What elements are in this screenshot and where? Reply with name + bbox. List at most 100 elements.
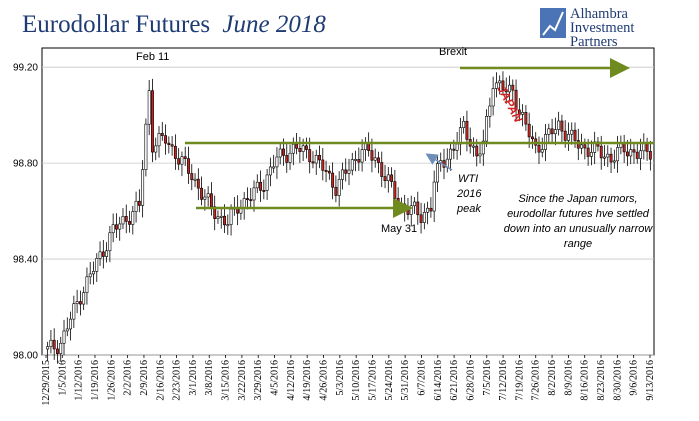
candle-body <box>88 273 92 278</box>
candle-body <box>324 170 328 172</box>
x-tick-label: 1/12/2016 <box>74 360 85 401</box>
x-tick-label: 2/23/2016 <box>172 360 183 401</box>
candle-body <box>265 174 269 191</box>
annotation-note: Since the Japan rumors, eurodollar futur… <box>504 193 654 250</box>
candle-body <box>52 339 56 350</box>
candle-body <box>268 166 272 176</box>
candle-body <box>101 251 105 257</box>
candle-body <box>488 105 492 117</box>
candle-body <box>383 176 387 181</box>
x-tick-label: 12/29/2015 <box>41 360 52 406</box>
candle-body <box>360 149 364 163</box>
candle-body <box>501 80 505 90</box>
candle-body <box>540 149 544 153</box>
candle-body <box>645 142 649 152</box>
x-tick-label: 1/26/2016 <box>106 360 117 401</box>
candle-body <box>121 216 125 225</box>
candle-body <box>563 130 567 141</box>
candle-body <box>573 129 577 141</box>
candle-body <box>475 145 479 157</box>
candle-body <box>219 215 223 218</box>
chart-title: Eurodollar Futures June 2018 <box>22 11 326 38</box>
annotation-brexit: Brexit <box>439 46 467 58</box>
candle-body <box>223 215 226 226</box>
candle-body <box>612 160 616 163</box>
candle-body <box>567 133 570 141</box>
candle-body <box>183 156 187 159</box>
x-axis: 12/29/2015 1/5/2016 1/12/2016 1/19/2016 1/26… <box>41 355 656 406</box>
candle-body <box>557 120 561 130</box>
candle-body <box>347 169 351 174</box>
annotation-wti-line3: peak <box>456 203 481 215</box>
candle-body <box>134 200 138 212</box>
candle-body <box>318 155 321 161</box>
candle-body <box>354 159 357 161</box>
x-tick-label: 7/5/2016 <box>482 360 493 396</box>
candle-body <box>246 198 249 201</box>
candle-body <box>416 201 420 216</box>
candle-body <box>435 163 439 183</box>
candle-body <box>187 158 190 174</box>
candle-body <box>82 292 86 305</box>
candle-body <box>196 178 200 189</box>
candle-body <box>622 142 626 153</box>
candle-body <box>341 169 344 180</box>
alhambra-logo: Alhambra Investment Partners <box>540 6 634 50</box>
candle-body <box>481 140 485 155</box>
candle-body <box>229 208 233 225</box>
x-tick-label: 8/23/2016 <box>596 360 607 401</box>
x-tick-label: 7/19/2016 <box>514 360 525 401</box>
candle-body <box>173 145 177 159</box>
x-tick-label: 8/30/2016 <box>612 360 623 401</box>
candle-body <box>632 149 636 153</box>
candle-body <box>331 172 335 188</box>
x-tick-label: 3/1/2016 <box>188 360 199 396</box>
candle-body <box>85 276 89 293</box>
candle-body <box>452 148 456 151</box>
x-tick-label: 1/19/2016 <box>90 360 101 401</box>
x-tick-label: 6/14/2016 <box>433 360 444 401</box>
candle-body <box>249 199 253 202</box>
note-line3: down into an unusually narrow <box>504 223 654 235</box>
candle-body <box>485 116 489 142</box>
candle-body <box>147 90 151 125</box>
x-tick-label: 5/31/2016 <box>400 360 411 401</box>
candle-body <box>524 112 528 125</box>
candle-body <box>137 200 141 206</box>
candle-body <box>98 251 102 259</box>
candle-body <box>350 159 354 171</box>
y-tick-label: 98.80 <box>13 159 38 170</box>
candle-body <box>262 190 266 192</box>
x-tick-label: 6/28/2016 <box>465 360 476 401</box>
candle-body <box>478 153 482 157</box>
candle-body <box>458 127 462 145</box>
candle-body <box>200 187 204 200</box>
candle-body <box>272 166 276 169</box>
candle-body <box>301 145 305 152</box>
annotation-japan: JAPAN <box>494 83 525 125</box>
candle-body <box>92 271 95 275</box>
candle-body <box>190 173 194 180</box>
candle-body <box>295 144 299 149</box>
candle-body <box>616 147 620 162</box>
candle-body <box>141 169 145 206</box>
chart-title-italic: June 2018 <box>222 11 326 38</box>
logo-line1: Alhambra <box>570 6 629 22</box>
candle-body <box>553 129 557 135</box>
candle-body <box>419 214 423 223</box>
candle-body <box>429 207 433 212</box>
x-tick-label: 8/9/2016 <box>563 360 574 396</box>
candle-body <box>639 150 642 159</box>
candle-body <box>62 330 66 344</box>
candle-body <box>599 145 603 159</box>
candle-body <box>167 142 171 145</box>
x-tick-label: 9/6/2016 <box>629 360 640 396</box>
x-tick-label: 3/8/2016 <box>204 360 215 396</box>
candle-body <box>213 206 217 219</box>
candle-body <box>406 209 410 215</box>
candle-body <box>144 123 148 170</box>
candle-body <box>462 120 466 128</box>
candle-body <box>508 84 511 93</box>
candle-body <box>370 150 374 161</box>
candle-body <box>537 144 541 153</box>
